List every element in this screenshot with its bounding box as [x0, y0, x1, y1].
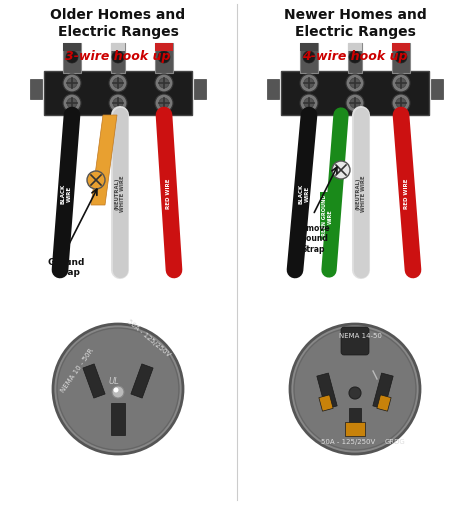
- Circle shape: [396, 99, 406, 109]
- Bar: [30, 80, 42, 100]
- Text: GRDG: GRDG: [385, 438, 406, 444]
- Bar: [111, 44, 125, 52]
- Circle shape: [155, 75, 173, 93]
- Text: BLACK
WIRE: BLACK WIRE: [299, 183, 310, 203]
- Circle shape: [109, 95, 127, 113]
- Circle shape: [67, 99, 77, 109]
- Circle shape: [349, 387, 361, 399]
- Circle shape: [304, 99, 314, 109]
- Text: (NEUTRAL)
WHITE WIRE: (NEUTRAL) WHITE WIRE: [356, 175, 366, 212]
- Circle shape: [290, 324, 420, 454]
- Circle shape: [395, 52, 407, 64]
- Polygon shape: [349, 408, 361, 434]
- Text: RED WIRE: RED WIRE: [166, 178, 172, 209]
- Text: Newer Homes and
Electric Ranges: Newer Homes and Electric Ranges: [283, 8, 427, 39]
- Polygon shape: [131, 364, 153, 398]
- Circle shape: [158, 52, 170, 64]
- Circle shape: [294, 328, 416, 450]
- Circle shape: [350, 79, 360, 89]
- Polygon shape: [91, 116, 117, 206]
- Circle shape: [53, 324, 183, 454]
- Text: NEMA 10 - 50R: NEMA 10 - 50R: [60, 346, 95, 392]
- Polygon shape: [373, 373, 393, 409]
- Circle shape: [155, 95, 173, 113]
- Bar: [63, 44, 81, 52]
- Bar: [300, 44, 318, 74]
- Bar: [281, 72, 429, 116]
- Circle shape: [67, 79, 77, 89]
- Bar: [155, 44, 173, 52]
- Bar: [392, 44, 410, 74]
- Bar: [111, 44, 125, 74]
- Polygon shape: [83, 364, 105, 398]
- Text: BLACK
WIRE: BLACK WIRE: [61, 183, 72, 203]
- Text: 50A - 125/250V: 50A - 125/250V: [321, 438, 375, 444]
- Circle shape: [63, 75, 81, 93]
- Text: Older Homes and
Electric Ranges: Older Homes and Electric Ranges: [50, 8, 185, 39]
- Circle shape: [303, 52, 315, 64]
- Bar: [348, 44, 362, 74]
- Circle shape: [300, 75, 318, 93]
- Text: 3-wire hook up: 3-wire hook up: [65, 50, 171, 63]
- Text: NEMA 14-50: NEMA 14-50: [339, 332, 382, 338]
- Circle shape: [63, 95, 81, 113]
- Circle shape: [159, 79, 169, 89]
- Circle shape: [66, 52, 78, 64]
- Text: GREEN GROUND
WIRE: GREEN GROUND WIRE: [321, 193, 332, 239]
- Circle shape: [396, 79, 406, 89]
- Bar: [392, 44, 410, 52]
- Text: Ground
Strap: Ground Strap: [47, 258, 85, 277]
- Circle shape: [113, 79, 123, 89]
- Polygon shape: [319, 395, 333, 412]
- Circle shape: [346, 95, 364, 113]
- Text: RED WIRE: RED WIRE: [404, 178, 410, 209]
- Circle shape: [332, 162, 350, 180]
- Bar: [348, 44, 362, 52]
- Bar: [300, 44, 318, 52]
- Circle shape: [112, 386, 124, 398]
- Bar: [155, 44, 173, 74]
- Circle shape: [87, 172, 105, 189]
- Circle shape: [113, 99, 123, 109]
- Text: 50A - 125/250V: 50A - 125/250V: [126, 318, 172, 357]
- Circle shape: [57, 328, 179, 450]
- Circle shape: [159, 99, 169, 109]
- Circle shape: [109, 75, 127, 93]
- Polygon shape: [111, 403, 125, 435]
- Polygon shape: [317, 373, 337, 409]
- Circle shape: [113, 388, 118, 393]
- Circle shape: [392, 75, 410, 93]
- Polygon shape: [345, 422, 365, 436]
- Circle shape: [392, 95, 410, 113]
- Circle shape: [350, 99, 360, 109]
- Circle shape: [112, 52, 124, 64]
- Circle shape: [300, 95, 318, 113]
- Bar: [267, 80, 279, 100]
- Bar: [431, 80, 443, 100]
- Circle shape: [304, 79, 314, 89]
- Bar: [63, 44, 81, 74]
- Text: (NEUTRAL)
WHITE WIRE: (NEUTRAL) WHITE WIRE: [115, 175, 126, 212]
- Bar: [44, 72, 192, 116]
- Circle shape: [349, 52, 361, 64]
- Circle shape: [346, 75, 364, 93]
- Bar: [194, 80, 206, 100]
- Text: UL: UL: [109, 377, 119, 386]
- FancyBboxPatch shape: [341, 327, 369, 356]
- Text: Remove
Ground
Strap: Remove Ground Strap: [296, 224, 330, 254]
- Polygon shape: [377, 395, 391, 412]
- Text: 4-wire hook up: 4-wire hook up: [302, 50, 408, 63]
